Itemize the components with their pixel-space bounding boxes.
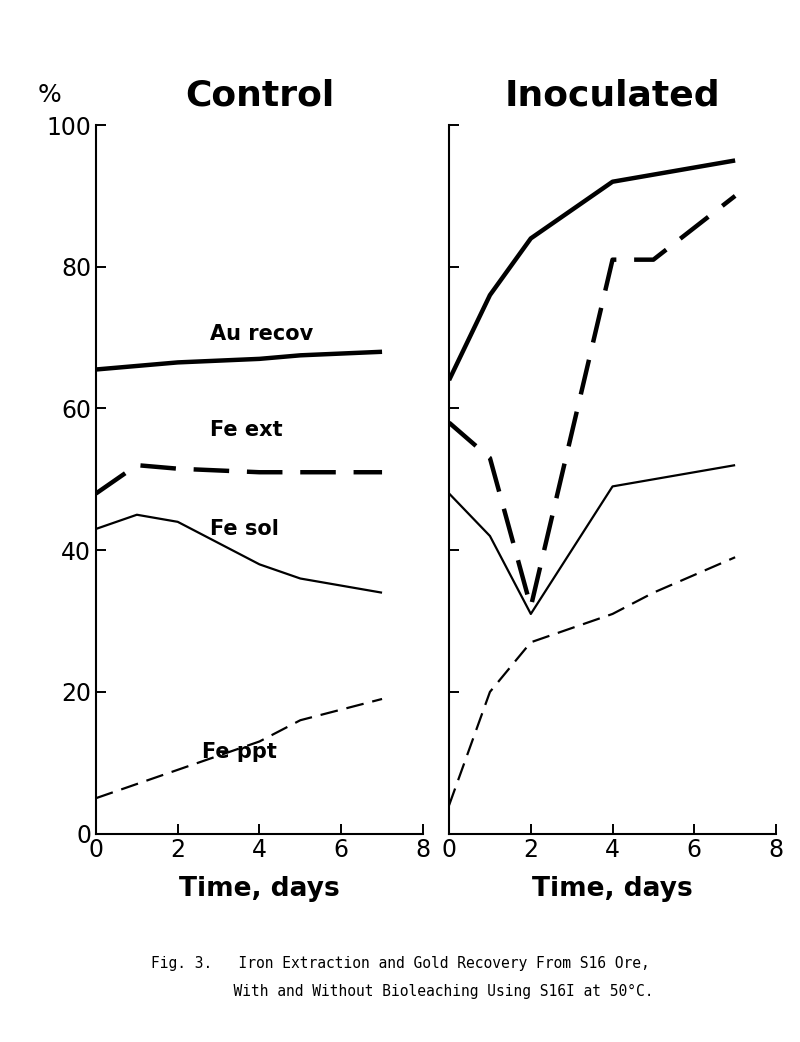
Text: Au recov: Au recov <box>210 324 314 344</box>
X-axis label: Time, days: Time, days <box>179 876 340 902</box>
Text: With and Without Bioleaching Using S16I at 50°C.: With and Without Bioleaching Using S16I … <box>146 985 654 999</box>
Text: Fe ppt: Fe ppt <box>202 742 277 762</box>
Text: %: % <box>37 82 61 106</box>
Text: Fig. 3.   Iron Extraction and Gold Recovery From S16 Ore,: Fig. 3. Iron Extraction and Gold Recover… <box>150 957 650 971</box>
Text: Fe ext: Fe ext <box>210 420 283 440</box>
Text: Fe sol: Fe sol <box>210 519 279 539</box>
Title: Inoculated: Inoculated <box>505 78 720 113</box>
Title: Control: Control <box>185 78 334 113</box>
X-axis label: Time, days: Time, days <box>532 876 693 902</box>
